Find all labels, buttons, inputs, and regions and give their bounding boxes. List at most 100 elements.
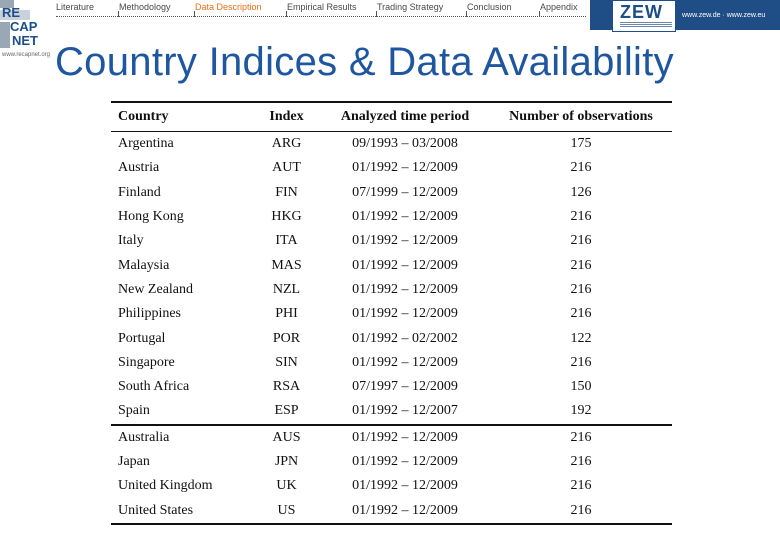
nav-empirical-results[interactable]: Empirical Results [287, 2, 357, 12]
header-observations: Number of observations [509, 109, 653, 124]
nav-separator [466, 11, 467, 17]
recapnet-logo[interactable]: RE CAP NET www.recapnet.org [0, 0, 54, 62]
table-row: Spain ESP 01/1992 – 12/2007 192 [111, 399, 672, 425]
cell-observations: 126 [570, 184, 592, 200]
cell-index: HKG [271, 209, 302, 225]
slide-title: Country Indices & Data Availability [55, 40, 674, 84]
cell-observations: 216 [570, 209, 592, 225]
nav-divider-line [56, 16, 586, 17]
cell-country: Italy [118, 233, 144, 249]
nav-separator [118, 11, 119, 17]
cell-time-period: 01/1992 – 12/2009 [352, 478, 458, 494]
cell-country: United States [118, 502, 194, 518]
cell-time-period: 01/1992 – 12/2009 [352, 257, 458, 273]
cell-country: Austria [118, 160, 160, 176]
table-row: Finland FIN 07/1999 – 12/2009 126 [111, 181, 672, 205]
cell-time-period: 01/1992 – 12/2009 [352, 502, 458, 518]
nav-conclusion[interactable]: Conclusion [467, 2, 512, 12]
cell-observations: 216 [570, 502, 592, 518]
cell-time-period: 07/1999 – 12/2009 [352, 184, 458, 200]
nav-appendix[interactable]: Appendix [540, 2, 578, 12]
cell-country: Hong Kong [118, 209, 184, 225]
cell-time-period: 01/1992 – 12/2007 [352, 403, 458, 419]
table-row: South Africa RSA 07/1997 – 12/2009 150 [111, 375, 672, 399]
table-row: Italy ITA 01/1992 – 12/2009 216 [111, 229, 672, 253]
cell-country: Finland [118, 184, 161, 200]
cell-time-period: 01/1992 – 12/2009 [352, 281, 458, 297]
cell-index: RSA [272, 379, 301, 395]
cell-index: FIN [275, 184, 298, 200]
country-indices-table-container: Country Index Analyzed time period Numbe… [111, 101, 672, 525]
cell-index: ARG [271, 136, 302, 152]
nav-data-description[interactable]: Data Description [195, 2, 262, 12]
cell-time-period: 07/1997 – 12/2009 [352, 379, 458, 395]
table-row: Hong Kong HKG 01/1992 – 12/2009 216 [111, 205, 672, 229]
zew-url[interactable]: www.zew.de · www.zew.eu [682, 12, 766, 19]
cell-time-period: 09/1993 – 03/2008 [352, 136, 458, 152]
cell-index: POR [272, 330, 301, 346]
cell-index: JPN [274, 454, 299, 469]
logo-line-3: NET [12, 33, 38, 48]
cell-index: US [277, 502, 296, 518]
cell-observations: 216 [570, 306, 592, 322]
table-row: Singapore SIN 01/1992 – 12/2009 216 [111, 351, 672, 375]
cell-time-period: 01/1992 – 02/2002 [352, 330, 458, 346]
country-indices-table: Country Index Analyzed time period Numbe… [111, 101, 672, 525]
cell-time-period: 01/1992 – 12/2009 [352, 306, 458, 322]
cell-time-period: 01/1992 – 12/2009 [352, 209, 458, 225]
zew-logo-word: ZEW [620, 2, 663, 22]
cell-observations: 216 [570, 257, 592, 273]
cell-observations: 216 [570, 354, 592, 370]
nav-trading-strategy[interactable]: Trading Strategy [377, 2, 444, 12]
cell-index: AUS [272, 429, 301, 445]
zew-logo-subtitle-lines [620, 22, 672, 28]
cell-index: UK [276, 478, 297, 494]
table-row: Austria AUT 01/1992 – 12/2009 216 [111, 156, 672, 180]
nav-separator [539, 11, 540, 17]
cell-index: MAS [271, 257, 302, 273]
nav-literature[interactable]: Literature [56, 2, 95, 12]
cell-index: NZL [272, 281, 301, 297]
recapnet-logo-shape [0, 0, 30, 48]
cell-time-period: 01/1992 – 12/2009 [352, 160, 458, 176]
cell-observations: 216 [570, 454, 592, 469]
table-row: Philippines PHI 01/1992 – 12/2009 216 [111, 302, 672, 326]
cell-country: South Africa [118, 379, 190, 395]
cell-country: Philippines [118, 306, 182, 322]
cell-index: ESP [274, 403, 299, 419]
cell-index: AUT [272, 160, 301, 176]
nav-methodology[interactable]: Methodology [119, 2, 171, 12]
header-index: Index [269, 109, 304, 124]
header-country: Country [118, 109, 169, 124]
table-group-1: Argentina ARG 09/1993 – 03/2008 175 Austria A… [111, 132, 672, 425]
cell-country: New Zealand [118, 281, 194, 297]
cell-country: Australia [118, 429, 170, 445]
cell-observations: 216 [570, 281, 592, 297]
logo-line-1: RE [2, 5, 21, 20]
cell-observations: 122 [570, 330, 592, 346]
cell-index: PHI [275, 306, 298, 322]
zew-logo[interactable]: ZEW [612, 0, 676, 32]
cell-country: Japan [118, 454, 150, 469]
table-row: Japan JPN 01/1992 – 12/2009 216 [111, 450, 672, 474]
cell-index: ITA [275, 233, 298, 249]
cell-time-period: 01/1992 – 12/2009 [352, 233, 458, 249]
nav-separator [376, 11, 377, 17]
cell-country: United Kingdom [118, 478, 213, 494]
header-time-period: Analyzed time period [340, 109, 470, 124]
table-row: Portugal POR 01/1992 – 02/2002 122 [111, 326, 672, 350]
cell-time-period: 01/1992 – 12/2009 [352, 454, 458, 469]
cell-observations: 192 [570, 403, 592, 419]
table-row: United States US 01/1992 – 12/2009 216 [111, 498, 672, 524]
cell-time-period: 01/1992 – 12/2009 [352, 354, 458, 370]
table-row: Malaysia MAS 01/1992 – 12/2009 216 [111, 253, 672, 277]
logo-url: www.recapnet.org [2, 52, 51, 58]
table-header-row: Country Index Analyzed time period Numbe… [111, 102, 672, 132]
cell-country: Singapore [118, 354, 175, 370]
cell-country: Malaysia [118, 257, 170, 273]
nav-separator [286, 11, 287, 17]
table-row: United Kingdom UK 01/1992 – 12/2009 216 [111, 474, 672, 498]
table-group-2: Australia AUS 01/1992 – 12/2009 216 Japan JPN… [111, 425, 672, 524]
table-row: Argentina ARG 09/1993 – 03/2008 175 [111, 132, 672, 157]
cell-observations: 175 [570, 136, 592, 152]
